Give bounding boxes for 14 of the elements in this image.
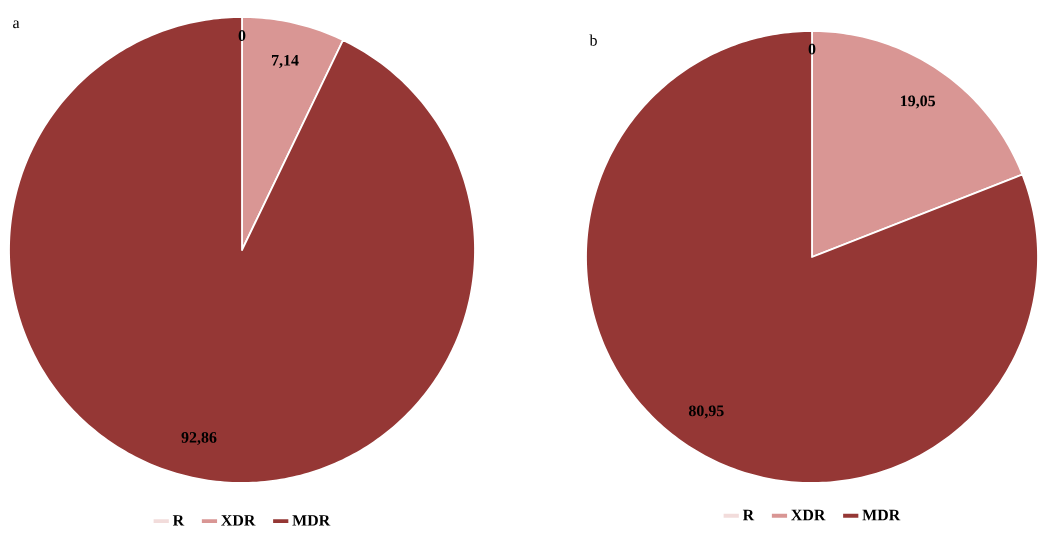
legend-label: MDR (292, 515, 331, 526)
legend-label: XDR (791, 509, 826, 521)
chart-title: b (589, 34, 597, 46)
legend-label: MDR (862, 509, 901, 521)
text: 0 (238, 30, 246, 42)
data-label: 7,14 (271, 54, 299, 68)
chart-title: a (13, 20, 20, 29)
text: 0 (808, 43, 816, 55)
data-label: 80,95 (688, 405, 724, 419)
legend-label: XDR (221, 515, 256, 526)
data-label: 19,05 (901, 95, 936, 109)
legend-label: R (172, 515, 185, 526)
legend-label: R (742, 509, 755, 521)
data-label: 92,86 (181, 432, 217, 446)
